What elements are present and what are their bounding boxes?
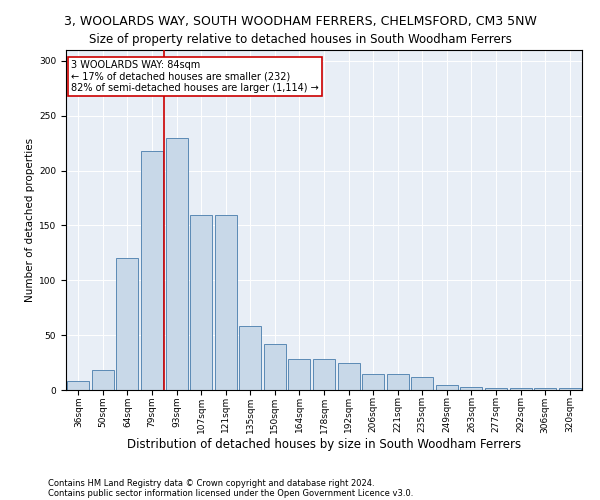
Bar bbox=[386, 374, 409, 390]
Bar bbox=[411, 377, 433, 390]
X-axis label: Distribution of detached houses by size in South Woodham Ferrers: Distribution of detached houses by size … bbox=[127, 438, 521, 451]
Text: 3 WOOLARDS WAY: 84sqm
← 17% of detached houses are smaller (232)
82% of semi-det: 3 WOOLARDS WAY: 84sqm ← 17% of detached … bbox=[71, 60, 319, 94]
Text: Contains HM Land Registry data © Crown copyright and database right 2024.: Contains HM Land Registry data © Crown c… bbox=[48, 478, 374, 488]
Text: Size of property relative to detached houses in South Woodham Ferrers: Size of property relative to detached ho… bbox=[89, 32, 511, 46]
Bar bbox=[92, 370, 114, 390]
Bar bbox=[338, 362, 359, 390]
Bar bbox=[264, 344, 286, 390]
Text: Contains public sector information licensed under the Open Government Licence v3: Contains public sector information licen… bbox=[48, 488, 413, 498]
Bar bbox=[239, 326, 262, 390]
Bar bbox=[485, 388, 507, 390]
Bar bbox=[289, 360, 310, 390]
Bar bbox=[190, 214, 212, 390]
Text: 3, WOOLARDS WAY, SOUTH WOODHAM FERRERS, CHELMSFORD, CM3 5NW: 3, WOOLARDS WAY, SOUTH WOODHAM FERRERS, … bbox=[64, 15, 536, 28]
Bar bbox=[313, 360, 335, 390]
Bar bbox=[166, 138, 188, 390]
Bar bbox=[215, 214, 237, 390]
Bar bbox=[141, 151, 163, 390]
Bar bbox=[436, 384, 458, 390]
Bar bbox=[534, 388, 556, 390]
Bar bbox=[559, 388, 581, 390]
Bar bbox=[509, 388, 532, 390]
Bar bbox=[460, 386, 482, 390]
Bar bbox=[116, 258, 139, 390]
Y-axis label: Number of detached properties: Number of detached properties bbox=[25, 138, 35, 302]
Bar bbox=[67, 381, 89, 390]
Bar bbox=[362, 374, 384, 390]
